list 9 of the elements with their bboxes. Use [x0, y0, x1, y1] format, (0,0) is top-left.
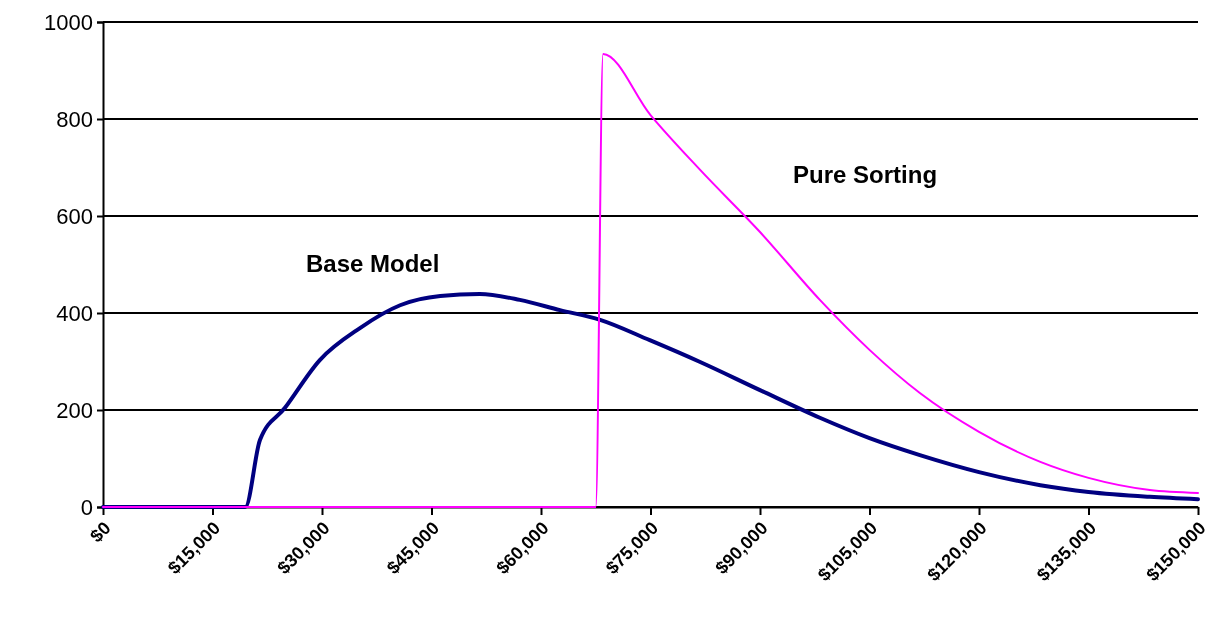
y-tick-label: 600	[56, 203, 93, 229]
y-tick-label: 1000	[44, 9, 93, 35]
text: Pure Sorting	[793, 161, 938, 189]
x-tick-label: $0	[86, 517, 115, 547]
series-label: Base Model	[305, 250, 440, 278]
y-tick-label: 800	[56, 106, 93, 132]
y-tick-label: 200	[56, 397, 93, 423]
y-tick-label: 0	[80, 494, 93, 520]
y-tick-label: 400	[56, 300, 93, 326]
